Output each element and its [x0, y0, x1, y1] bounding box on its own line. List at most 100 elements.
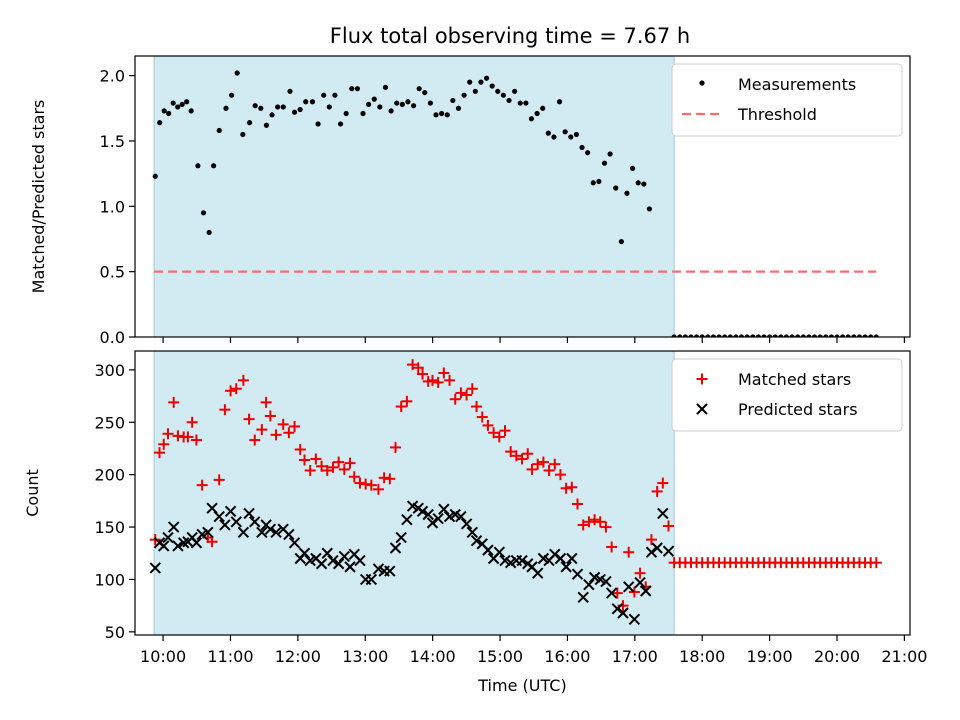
- measurement-point: [641, 181, 647, 187]
- predicted-point: [321, 547, 333, 559]
- measurement-point: [188, 108, 194, 114]
- measurement-point: [783, 334, 790, 337]
- y-tick-label: 300: [94, 361, 125, 380]
- measurement-point: [472, 88, 478, 94]
- matched-point: [327, 461, 339, 473]
- measurement-point: [297, 106, 303, 113]
- matched-point: [505, 446, 517, 458]
- matched-point: [213, 474, 225, 486]
- measurement-point: [795, 334, 801, 337]
- legend-label: Predicted stars: [738, 400, 858, 419]
- measurement-point: [699, 334, 705, 337]
- measurement-point: [332, 92, 338, 98]
- predicted-point: [237, 526, 250, 539]
- measurement-point: [275, 104, 281, 110]
- measurement-point: [211, 163, 217, 169]
- matched-point: [230, 383, 242, 395]
- matched-point: [172, 430, 184, 442]
- matched-point: [264, 410, 276, 422]
- measurement-point: [727, 334, 733, 337]
- y-tick-label: 150: [94, 518, 125, 537]
- measurement-point: [873, 334, 879, 337]
- matched-point: [196, 479, 208, 491]
- predicted-point-b: [560, 561, 572, 573]
- matched-point: [594, 516, 606, 528]
- matched-point: [360, 478, 372, 490]
- matched-point: [182, 431, 194, 443]
- measurement-point: [613, 185, 619, 191]
- measurement-point: [326, 104, 332, 110]
- matched-point: [225, 385, 237, 397]
- legend-label: Measurements: [738, 75, 856, 94]
- matched-point: [304, 464, 316, 476]
- predicted-point: [566, 552, 578, 565]
- measurement-point: [761, 334, 767, 337]
- predicted-point-b: [455, 510, 467, 523]
- predicted-point-b: [622, 581, 635, 593]
- matched-point: [554, 469, 566, 481]
- measurement-point: [427, 100, 433, 106]
- predicted-point: [202, 526, 214, 539]
- matched-point: [583, 516, 595, 528]
- matched-point: [384, 473, 396, 485]
- predicted-point: [628, 613, 641, 625]
- bottom-legend: Matched stars Predicted stars: [671, 358, 903, 432]
- predicted-point: [493, 546, 506, 558]
- measurement-point: [166, 110, 172, 117]
- x-tick-label: 13:00: [342, 647, 388, 666]
- series-matched-stars: [149, 359, 882, 612]
- measurement-point: [629, 165, 636, 171]
- predicted-point: [249, 516, 261, 528]
- measurement-point: [677, 334, 683, 337]
- measurement-point: [705, 334, 711, 337]
- predicted-point: [190, 537, 203, 549]
- matched-point: [310, 453, 322, 465]
- matched-point: [577, 519, 589, 531]
- predicted-point-b: [611, 603, 624, 615]
- matched-point: [348, 471, 360, 483]
- x-tick-label: 17:00: [612, 647, 658, 666]
- measurement-point: [856, 334, 863, 337]
- measurement-point: [444, 112, 450, 118]
- measurement-point: [562, 129, 568, 135]
- matched-point: [219, 404, 231, 416]
- predicted-point-b: [577, 591, 589, 603]
- measurement-point: [161, 108, 167, 114]
- measurement-point: [682, 334, 688, 337]
- matched-point: [510, 450, 522, 462]
- matched-point: [378, 472, 390, 484]
- observing-window-shade: [153, 56, 675, 337]
- matched-point: [438, 367, 450, 379]
- measurement-point: [551, 134, 557, 140]
- measurement-point: [601, 160, 608, 166]
- y-tick-label: 0.5: [100, 263, 125, 282]
- predicted-point: [389, 542, 402, 554]
- predicted-point: [224, 505, 237, 518]
- measurement-point: [433, 112, 439, 118]
- matched-point: [522, 448, 534, 460]
- top-frame: [134, 55, 911, 338]
- measurement-point: [534, 110, 540, 117]
- bottom-frame: [134, 350, 911, 636]
- predicted-point-b: [566, 552, 578, 565]
- measurement-point: [607, 151, 613, 157]
- x-tick-label: 16:00: [544, 647, 590, 666]
- matched-point: [390, 441, 402, 453]
- predicted-point: [149, 562, 161, 574]
- matched-point: [611, 587, 623, 599]
- predicted-point: [230, 516, 242, 528]
- matched-point: [623, 546, 635, 558]
- matched-point: [395, 401, 407, 413]
- matched-point: [294, 444, 306, 456]
- measurement-point: [195, 163, 201, 169]
- measurement-point: [269, 112, 275, 118]
- predicted-point: [645, 546, 658, 558]
- measurement-point: [228, 92, 235, 98]
- measurement-point: [767, 334, 773, 337]
- measurement-point: [489, 83, 495, 89]
- measurement-point: [179, 101, 185, 107]
- predicted-point: [482, 544, 494, 556]
- measurement-point: [506, 97, 512, 104]
- predicted-point-b: [237, 526, 250, 539]
- predicted-point: [270, 526, 282, 539]
